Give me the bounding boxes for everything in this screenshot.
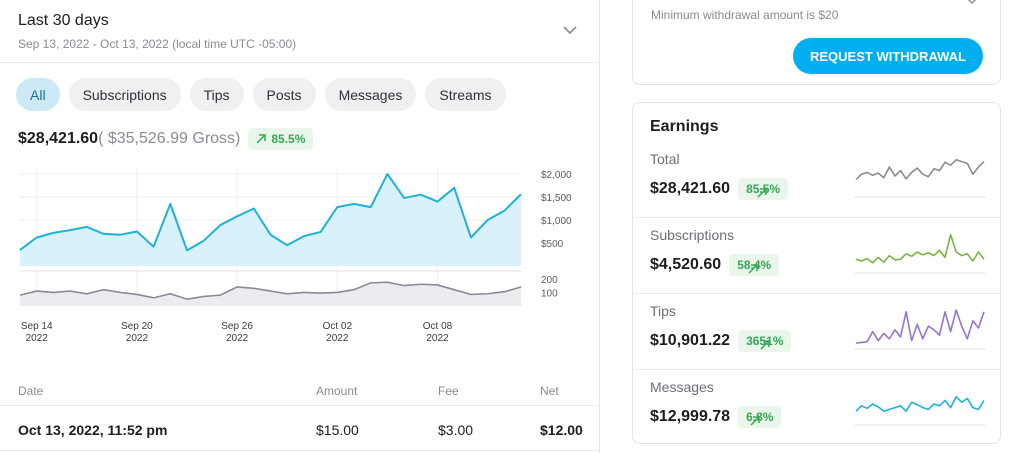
earnings-amount: $28,421.60: [650, 180, 731, 197]
period-range: Sep 13, 2022 - Oct 13, 2022 (local time …: [18, 37, 297, 51]
y-tick-label: $1,500: [541, 193, 572, 204]
sparkline: [854, 309, 986, 350]
row-date: Oct 13, 2022, 11:52 pm: [18, 422, 168, 438]
earnings-line: [19, 173, 522, 252]
col-net: Net: [540, 384, 559, 398]
net-total: $28,421.60: [18, 130, 99, 147]
x-tick-year: 2022: [426, 333, 449, 344]
col-fee: Fee: [438, 384, 459, 398]
tab-tips[interactable]: Tips: [189, 78, 244, 111]
row-fee: $3.00: [438, 422, 474, 438]
earnings-row-total[interactable]: Total $28,421.60 85.5%: [633, 142, 1000, 218]
period-title: Last 30 days: [18, 12, 109, 29]
sparkline: [854, 233, 986, 274]
earnings-row-tips[interactable]: Tips $10,901.22 3651%: [633, 294, 1000, 370]
table-row[interactable]: Oct 13, 2022, 11:52 pm $15.00 $3.00 $12.…: [0, 407, 600, 451]
tab-streams[interactable]: Streams: [425, 78, 506, 111]
change-badge: 6.8%: [738, 406, 782, 428]
change-value: 85.5%: [271, 132, 306, 146]
y-tick-label: 200: [541, 275, 558, 286]
row-amount: $15.00: [316, 422, 359, 438]
trend-up-icon: [757, 188, 767, 198]
statistics-panel: Last 30 days Sep 13, 2022 - Oct 13, 2022…: [0, 0, 600, 453]
col-amount: Amount: [316, 384, 358, 398]
trend-up-icon: [748, 264, 758, 274]
x-tick-label: Sep 20: [121, 321, 153, 332]
table-header: Date Amount Fee Net: [0, 384, 600, 406]
earnings-row-subscriptions[interactable]: Subscriptions $4,520.60 58.4%: [633, 218, 1000, 294]
earnings-value: $4,520.60 58.4%: [650, 254, 780, 276]
sparkline-line: [855, 395, 985, 413]
tab-posts[interactable]: Posts: [252, 78, 316, 111]
y-tick-label: 100: [541, 288, 558, 299]
sparkline-line: [855, 233, 985, 264]
x-tick-year: 2022: [126, 333, 149, 344]
trend-up-icon: [256, 134, 267, 144]
tab-subscriptions[interactable]: Subscriptions: [68, 78, 181, 111]
sparkline-line: [855, 159, 985, 181]
count-line: [19, 281, 522, 301]
earnings-title: Earnings: [650, 118, 719, 135]
chevron-down-icon[interactable]: [563, 23, 577, 37]
change-badge: 85.5%: [248, 128, 314, 150]
sparkline: [854, 159, 986, 198]
earnings-value: $10,901.22 3651%: [650, 330, 792, 352]
x-tick-year: 2022: [226, 333, 249, 344]
x-tick-label: Sep 14: [21, 321, 53, 332]
y-tick-label: $500: [541, 239, 564, 250]
change-badge: 58.4%: [729, 254, 780, 276]
side-panel: Minimum withdrawal amount is $20 REQUEST…: [600, 0, 1020, 453]
tab-all[interactable]: All: [16, 78, 60, 111]
earnings-amount: $12,999.78: [650, 408, 731, 425]
minimum-withdrawal-note: Minimum withdrawal amount is $20: [651, 8, 839, 22]
earnings-label: Total: [650, 151, 680, 167]
x-tick-label: Oct 08: [423, 321, 453, 332]
change-badge: 85.5%: [738, 178, 789, 200]
earnings-amount: $10,901.22: [650, 332, 731, 349]
earnings-area: [20, 174, 521, 266]
trend-up-icon: [760, 340, 771, 350]
earnings-card: Earnings Total $28,421.60 85.5% Subscriptio…: [632, 102, 1001, 444]
earnings-value: $28,421.60 85.5%: [650, 178, 789, 200]
y-tick-label: $1,000: [541, 216, 572, 227]
withdrawal-card: Minimum withdrawal amount is $20 REQUEST…: [632, 0, 1001, 85]
row-net: $12.00: [540, 422, 583, 438]
earnings-value: $12,999.78 6.8%: [650, 406, 782, 428]
sparkline-line: [855, 309, 985, 344]
x-tick-year: 2022: [26, 333, 49, 344]
change-badge: 3651%: [738, 330, 792, 352]
gross-total: ( $35,526.99 Gross): [98, 130, 241, 147]
category-tabs: All Subscriptions Tips Posts Messages St…: [16, 78, 506, 111]
trend-up-icon: [750, 416, 761, 426]
col-date: Date: [18, 384, 44, 398]
earnings-row-messages[interactable]: Messages $12,999.78 6.8%: [633, 370, 1000, 443]
request-withdrawal-button[interactable]: REQUEST WITHDRAWAL: [793, 38, 983, 74]
count-area: [20, 282, 521, 306]
period-selector[interactable]: Last 30 days Sep 13, 2022 - Oct 13, 2022…: [0, 0, 599, 63]
x-tick-label: Sep 26: [221, 321, 253, 332]
earnings-amount: $4,520.60: [650, 256, 722, 273]
chevron-down-icon[interactable]: [964, 0, 980, 7]
earnings-label: Subscriptions: [650, 227, 735, 243]
x-tick-label: Oct 02: [323, 321, 353, 332]
tab-messages[interactable]: Messages: [324, 78, 417, 111]
y-tick-label: $2,000: [541, 170, 572, 181]
earnings-label: Messages: [650, 379, 714, 395]
x-tick-year: 2022: [326, 333, 349, 344]
earnings-summary: $28,421.60 ( $35,526.99 Gross) 85.5%: [18, 128, 314, 150]
sparkline: [854, 395, 986, 426]
earnings-label: Tips: [650, 303, 676, 319]
